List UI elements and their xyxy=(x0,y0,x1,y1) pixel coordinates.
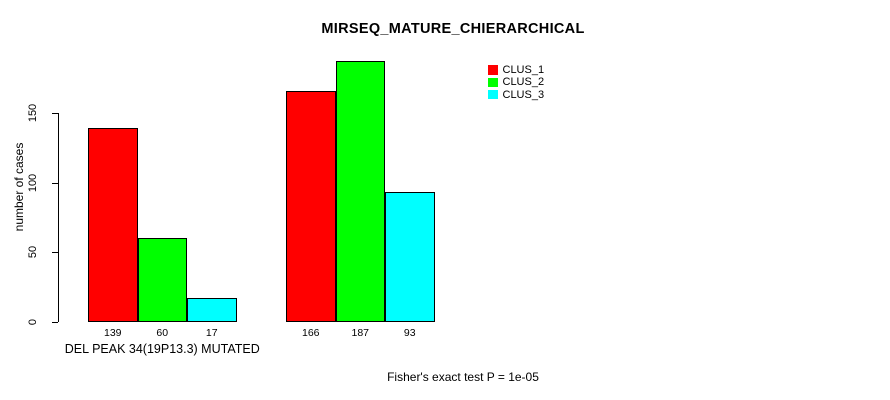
category-label: DEL PEAK 34(19P13.3) MUTATED xyxy=(64,342,260,356)
bar-clus_1-group1 xyxy=(88,128,138,322)
legend-swatch-icon xyxy=(488,65,498,75)
bar-value-label: 166 xyxy=(301,327,320,339)
bar-clus_3-group1 xyxy=(187,298,237,322)
legend-swatch-icon xyxy=(488,89,498,100)
legend: CLUS_1 CLUS_2 CLUS_3 xyxy=(488,64,544,101)
y-axis-line xyxy=(58,113,59,322)
bar-clus_1-group2 xyxy=(286,90,336,322)
legend-item-label: CLUS_3 xyxy=(502,88,545,101)
y-tick-label: 100 xyxy=(27,173,39,192)
legend-item-label: CLUS_2 xyxy=(502,76,545,89)
bar-value-label: 17 xyxy=(205,327,218,339)
y-tick-mark xyxy=(52,113,58,114)
legend-item-clus_3: CLUS_3 xyxy=(488,89,544,101)
chart-title: MIRSEQ_MATURE_CHIERARCHICAL xyxy=(321,21,585,37)
y-tick-mark xyxy=(52,182,58,184)
y-tick-label: 0 xyxy=(27,318,39,326)
bar-clus_2-group1 xyxy=(137,238,187,322)
y-tick-label: 50 xyxy=(27,246,39,259)
legend-item-clus_2: CLUS_2 xyxy=(488,76,544,88)
y-axis-title: number of cases xyxy=(12,142,26,232)
stat-annotation: Fisher's exact test P = 1e-05 xyxy=(387,370,539,384)
legend-item-clus_1: CLUS_1 xyxy=(488,64,544,76)
bar-clus_2-group2 xyxy=(335,61,385,322)
bar-value-label: 93 xyxy=(403,327,416,339)
bar-value-label: 187 xyxy=(351,327,370,339)
bar-clus_3-group2 xyxy=(385,192,435,322)
y-tick-mark xyxy=(52,252,58,254)
legend-swatch-icon xyxy=(488,77,498,88)
y-tick-label: 150 xyxy=(27,103,39,123)
bar-value-label: 139 xyxy=(103,327,122,339)
bar-value-label: 60 xyxy=(156,327,169,339)
y-tick-mark xyxy=(52,322,58,323)
legend-item-label: CLUS_1 xyxy=(502,64,545,77)
